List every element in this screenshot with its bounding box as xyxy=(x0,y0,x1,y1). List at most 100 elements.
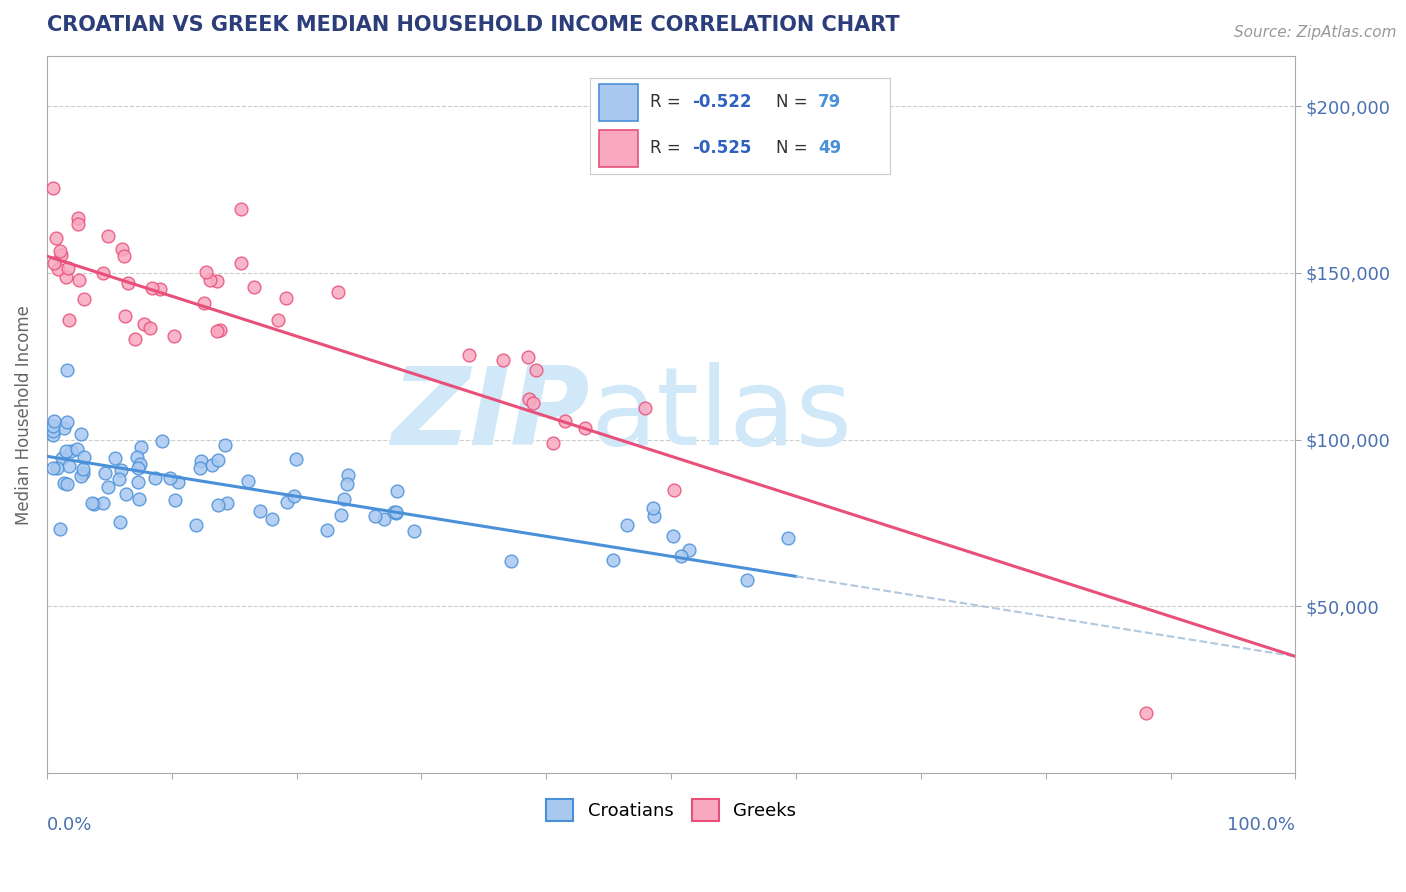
Point xyxy=(67,273,90,287)
Point xyxy=(260,512,283,526)
Point xyxy=(66,217,89,231)
Text: 0.0%: 0.0% xyxy=(46,816,93,834)
Point xyxy=(127,461,149,475)
Point xyxy=(200,273,222,287)
Point xyxy=(125,450,148,465)
Point xyxy=(283,489,305,503)
Point xyxy=(207,324,229,338)
Point xyxy=(93,496,115,510)
Point xyxy=(574,421,596,435)
Point xyxy=(384,505,406,519)
Point xyxy=(42,425,65,439)
Point xyxy=(97,229,120,244)
Text: 100.0%: 100.0% xyxy=(1227,816,1295,834)
Point xyxy=(42,428,65,442)
Point xyxy=(519,392,541,406)
Point xyxy=(52,420,75,434)
Point xyxy=(51,451,73,466)
Point xyxy=(276,495,298,509)
Point xyxy=(42,414,65,428)
Point xyxy=(517,350,540,364)
Point xyxy=(104,450,127,465)
Point xyxy=(56,362,79,376)
Y-axis label: Median Household Income: Median Household Income xyxy=(15,305,32,524)
Point xyxy=(70,469,93,483)
Point xyxy=(385,484,408,499)
Point xyxy=(56,477,79,491)
Point xyxy=(208,323,231,337)
Point xyxy=(145,471,167,485)
Point xyxy=(541,435,564,450)
Point xyxy=(735,573,758,587)
Point xyxy=(52,475,75,490)
Point xyxy=(231,256,253,270)
Point xyxy=(111,242,134,256)
Legend: Croatians, Greeks: Croatians, Greeks xyxy=(538,792,803,829)
Point xyxy=(72,462,94,476)
Point xyxy=(602,553,624,567)
Point xyxy=(214,438,236,452)
Point xyxy=(56,261,79,276)
Point xyxy=(72,466,94,480)
Point xyxy=(336,477,359,491)
Point xyxy=(201,458,224,472)
Point xyxy=(51,248,73,262)
Point xyxy=(59,444,82,458)
Point xyxy=(110,515,132,529)
Point xyxy=(404,524,426,538)
Point xyxy=(67,211,90,225)
Point xyxy=(132,318,155,332)
Text: atlas: atlas xyxy=(591,361,852,467)
Point xyxy=(141,281,163,295)
Point xyxy=(326,285,349,299)
Point xyxy=(42,180,65,194)
Point xyxy=(236,474,259,488)
Point xyxy=(190,454,212,468)
Point xyxy=(117,277,139,291)
Point xyxy=(70,427,93,442)
Point xyxy=(45,230,67,244)
Point xyxy=(93,266,115,280)
Point xyxy=(46,460,69,475)
Point xyxy=(55,443,77,458)
Point xyxy=(384,505,406,519)
Point xyxy=(128,491,150,506)
Point xyxy=(333,492,356,507)
Point xyxy=(499,554,522,568)
Point xyxy=(131,440,153,454)
Point xyxy=(284,452,307,467)
Point xyxy=(55,269,77,284)
Point xyxy=(129,458,152,472)
Point xyxy=(661,529,683,543)
Point xyxy=(384,506,406,520)
Point xyxy=(163,328,186,343)
Point xyxy=(150,434,173,448)
Point xyxy=(159,471,181,485)
Point xyxy=(491,353,513,368)
Text: CROATIAN VS GREEK MEDIAN HOUSEHOLD INCOME CORRELATION CHART: CROATIAN VS GREEK MEDIAN HOUSEHOLD INCOM… xyxy=(46,15,900,35)
Point xyxy=(46,262,69,277)
Point xyxy=(49,244,72,259)
Point xyxy=(207,274,229,288)
Point xyxy=(124,332,146,346)
Point xyxy=(108,472,131,486)
Point xyxy=(616,517,638,532)
Point xyxy=(662,483,685,497)
Point xyxy=(56,415,79,429)
Point xyxy=(167,475,190,489)
Point xyxy=(316,523,339,537)
Point xyxy=(83,497,105,511)
Point xyxy=(73,450,96,464)
Point xyxy=(49,522,72,536)
Point xyxy=(165,493,187,508)
Text: ZIP: ZIP xyxy=(392,361,591,467)
Point xyxy=(82,496,104,510)
Point xyxy=(114,309,136,323)
Point xyxy=(249,504,271,518)
Point xyxy=(634,401,657,416)
Point xyxy=(42,419,65,434)
Point xyxy=(229,202,252,216)
Point xyxy=(110,463,132,477)
Point xyxy=(94,467,117,481)
Point xyxy=(373,511,395,525)
